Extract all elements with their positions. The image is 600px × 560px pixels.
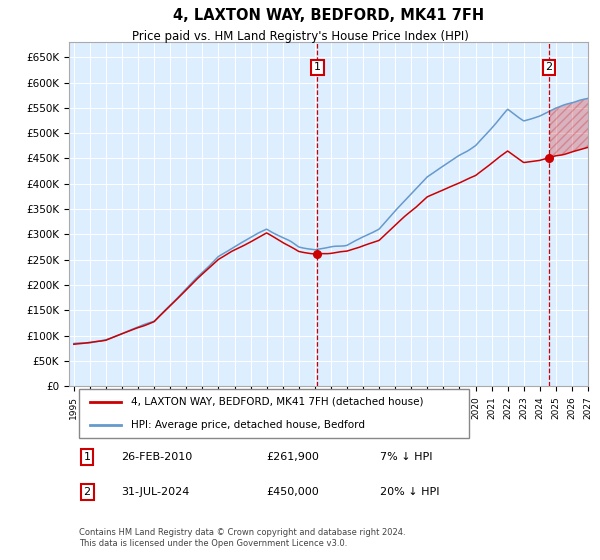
Text: 2: 2 (83, 487, 91, 497)
Text: 1: 1 (314, 62, 321, 72)
Text: 20% ↓ HPI: 20% ↓ HPI (380, 487, 440, 497)
Text: Price paid vs. HM Land Registry's House Price Index (HPI): Price paid vs. HM Land Registry's House … (131, 30, 469, 43)
Text: £261,900: £261,900 (266, 452, 319, 462)
Text: 4, LAXTON WAY, BEDFORD, MK41 7FH (detached house): 4, LAXTON WAY, BEDFORD, MK41 7FH (detach… (131, 396, 424, 407)
Text: 2: 2 (545, 62, 553, 72)
Text: 7% ↓ HPI: 7% ↓ HPI (380, 452, 433, 462)
Text: Contains HM Land Registry data © Crown copyright and database right 2024.
This d: Contains HM Land Registry data © Crown c… (79, 528, 406, 548)
Text: 1: 1 (83, 452, 91, 462)
Text: £450,000: £450,000 (266, 487, 319, 497)
FancyBboxPatch shape (79, 389, 469, 438)
Text: 26-FEB-2010: 26-FEB-2010 (121, 452, 192, 462)
Title: 4, LAXTON WAY, BEDFORD, MK41 7FH: 4, LAXTON WAY, BEDFORD, MK41 7FH (173, 8, 484, 23)
Text: HPI: Average price, detached house, Bedford: HPI: Average price, detached house, Bedf… (131, 421, 365, 431)
Text: 31-JUL-2024: 31-JUL-2024 (121, 487, 189, 497)
